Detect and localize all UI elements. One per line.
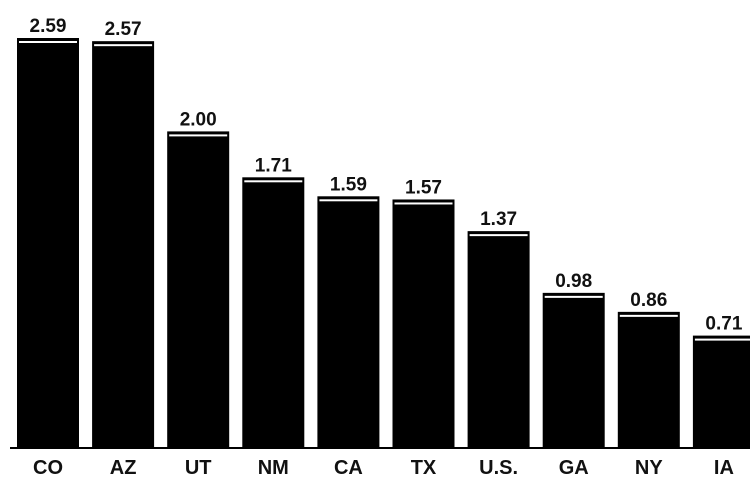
bar-ny	[617, 311, 680, 448]
value-label: 0.86	[630, 290, 667, 311]
bar-highlight	[469, 234, 528, 237]
bar-highlight	[94, 44, 153, 47]
bar-rect	[467, 231, 530, 448]
bar-highlight	[244, 180, 303, 183]
bar-highlight	[544, 295, 603, 298]
bar-tx	[392, 199, 455, 448]
bar-highlight	[394, 202, 453, 205]
bar-rect	[17, 38, 79, 448]
value-label: 1.59	[330, 174, 367, 195]
bar-co	[17, 38, 79, 448]
category-label: IA	[714, 457, 734, 479]
category-labels-group: CO AZ UT NM CA TX U.S. GA NY IA	[33, 457, 734, 479]
bar-rect	[617, 311, 680, 448]
bars-group	[17, 38, 750, 449]
category-label: CO	[33, 457, 63, 479]
bar-ut	[167, 131, 230, 448]
value-label: 1.57	[405, 177, 442, 198]
bar-rect	[692, 335, 750, 448]
value-label: 1.37	[480, 209, 517, 230]
bar-highlight	[19, 41, 77, 43]
category-label: GA	[559, 457, 589, 479]
category-label: NY	[635, 457, 663, 479]
category-label: U.S.	[479, 457, 518, 479]
bar-rect	[92, 41, 155, 449]
value-label: 0.98	[555, 271, 592, 292]
bar-highlight	[619, 314, 678, 317]
value-label: 1.71	[255, 155, 292, 176]
bar-highlight	[694, 338, 750, 341]
bar-highlight	[319, 199, 378, 202]
bar-us	[467, 231, 530, 448]
bar-rect	[167, 131, 230, 448]
value-label: 2.59	[30, 16, 67, 37]
bar-rect	[317, 196, 380, 448]
category-label: UT	[185, 457, 212, 479]
category-label: TX	[411, 457, 437, 479]
bar-nm	[242, 177, 305, 448]
bar-rect	[542, 292, 605, 448]
category-label: NM	[258, 457, 289, 479]
bar-highlight	[169, 134, 228, 137]
value-label: 2.57	[105, 19, 142, 40]
bar-az	[92, 41, 155, 449]
bar-rect	[242, 177, 305, 448]
bar-ia	[692, 335, 750, 448]
category-label: CA	[334, 457, 363, 479]
category-label: AZ	[110, 457, 137, 479]
bar-ca	[317, 196, 380, 448]
value-labels-group: 2.59 2.57 2.00 1.71 1.59 1.57 1.37 0.98 0.86 0.71	[30, 16, 743, 335]
value-label: 0.71	[705, 314, 742, 335]
bar-rect	[392, 199, 455, 448]
bar-ga	[542, 292, 605, 448]
value-label: 2.00	[180, 109, 217, 130]
